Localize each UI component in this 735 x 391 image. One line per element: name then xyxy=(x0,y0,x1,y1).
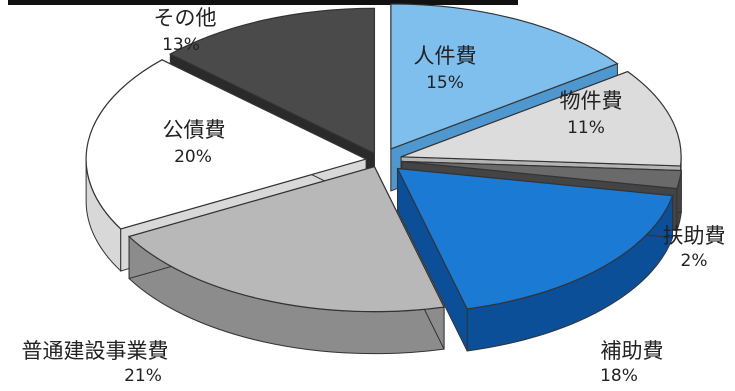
slice-6-value-label: 20% xyxy=(174,147,212,167)
slice-6-label: 公債費 xyxy=(163,118,226,142)
slice-4-value-label: 18% xyxy=(600,366,638,386)
slice-7-value-label: 13% xyxy=(162,35,200,55)
slice-1-top xyxy=(390,3,619,150)
slice-6-top xyxy=(85,59,368,230)
top-border-band xyxy=(8,0,518,5)
slice-3-value-label: 2% xyxy=(681,251,708,271)
slice-2-top xyxy=(400,70,682,167)
slice-1-value-label: 15% xyxy=(426,73,464,93)
slice-5-label: 普通建設事業費 xyxy=(22,339,169,363)
slice-4-label: 補助費 xyxy=(601,339,664,363)
slice-3-label: 扶助費 xyxy=(663,224,726,248)
pie-tops xyxy=(85,3,682,313)
pie-labels: 人件費 15% 物件費 11% 扶助費 2% 補助費 18% 普通建設事業費 21% 公債費 20% そ… xyxy=(22,6,726,386)
slice-7-top xyxy=(169,7,376,155)
slice-5-top xyxy=(127,165,445,313)
slice-4-top xyxy=(396,167,674,310)
slice-7-label: その他 xyxy=(154,6,217,30)
slice-2-value-label: 11% xyxy=(567,118,605,138)
slice-5-value-label: 21% xyxy=(124,366,162,386)
slice-3-top xyxy=(401,160,682,190)
slice-2-label: 物件費 xyxy=(560,89,623,113)
slice-1-label: 人件費 xyxy=(414,44,477,68)
